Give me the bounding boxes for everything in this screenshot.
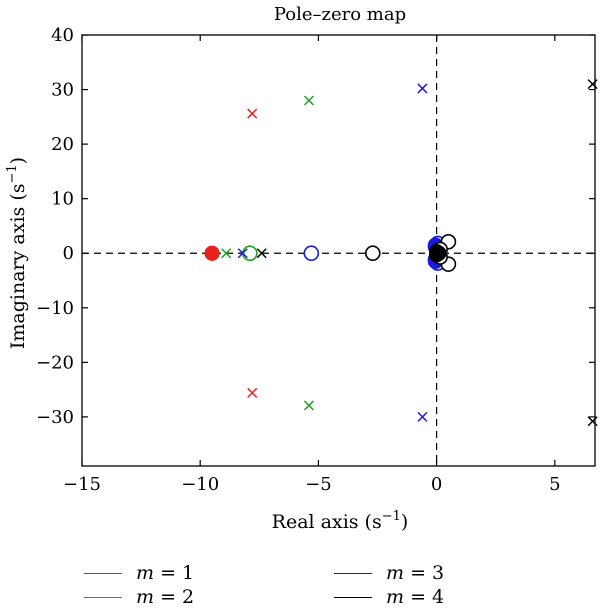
pole-marker <box>587 79 598 90</box>
pole-stroke <box>417 83 428 94</box>
zero-marker <box>242 245 258 262</box>
legend-swatch <box>334 572 372 574</box>
filled-zero-marker <box>431 245 447 261</box>
legend-label: m = 2 <box>136 586 195 608</box>
x-tick-label: −5 <box>305 474 332 495</box>
pole-stroke <box>247 108 258 119</box>
legend-label: m = 1 <box>136 562 195 584</box>
pole-stroke <box>303 95 314 106</box>
pole-marker <box>247 108 258 119</box>
legend-swatch <box>334 596 372 598</box>
pole-marker <box>221 248 232 259</box>
series-m3 <box>237 83 446 422</box>
pole-stroke <box>587 416 598 427</box>
pole-stroke <box>247 387 258 398</box>
pole-marker <box>303 400 314 411</box>
pole-marker <box>247 387 258 398</box>
y-tick-label: −10 <box>36 298 74 319</box>
legend-swatch <box>84 596 122 598</box>
x-tick-label: −15 <box>63 474 101 495</box>
legend-label: m = 3 <box>386 562 445 584</box>
legend-item-m4: m = 4 <box>334 586 444 608</box>
pole-stroke <box>303 400 314 411</box>
y-tick-label: −20 <box>36 352 74 373</box>
x-axis-label: Real axis (s−1) <box>272 509 409 533</box>
filled-zero-marker <box>204 245 220 261</box>
zero-marker <box>303 245 320 262</box>
legend: m = 1 m = 2 m = 3 m = 4 <box>0 556 600 608</box>
pole-stroke <box>587 79 598 90</box>
pole-marker <box>237 248 248 259</box>
y-tick-label: −30 <box>36 407 74 428</box>
y-tick-label: 10 <box>51 189 74 210</box>
data-marks <box>204 79 598 427</box>
series-m1 <box>204 108 258 398</box>
legend-swatch <box>84 572 122 574</box>
axis-ticks: −15 −10 −5 0 5 40 30 20 10 0 −10 −20 −30 <box>36 25 595 495</box>
chart-title: Pole–zero map <box>274 4 406 25</box>
plot-frame <box>81 34 596 467</box>
pole-stroke <box>237 248 248 259</box>
series-m4 <box>256 79 598 427</box>
pole-marker <box>303 95 314 106</box>
pole-marker <box>417 83 428 94</box>
pole-marker <box>587 416 598 427</box>
y-tick-label: 0 <box>63 243 74 264</box>
pole-stroke <box>256 248 267 259</box>
y-tick-label: 20 <box>51 134 74 155</box>
legend-item-m1: m = 1 <box>84 562 194 584</box>
pole-marker <box>417 411 428 422</box>
legend-label: m = 4 <box>386 586 445 608</box>
pole-stroke <box>417 411 428 422</box>
y-tick-label: 40 <box>51 25 74 46</box>
zero-reference-lines <box>82 35 595 466</box>
x-tick-label: 0 <box>431 474 442 495</box>
zero-marker <box>364 245 381 262</box>
pole-marker <box>256 248 267 259</box>
x-tick-label: −10 <box>181 474 219 495</box>
pole-zero-chart: Pole–zero map −15 −10 −5 0 5403020100−10−20−… <box>5 4 598 533</box>
y-tick-label: 30 <box>51 80 74 101</box>
plot-border <box>81 34 596 467</box>
y-axis-label: Imaginary axis (s−1) <box>5 157 29 349</box>
pole-stroke <box>221 248 232 259</box>
legend-item-m3: m = 3 <box>334 562 444 584</box>
x-tick-label: 5 <box>549 474 560 495</box>
legend-item-m2: m = 2 <box>84 586 194 608</box>
